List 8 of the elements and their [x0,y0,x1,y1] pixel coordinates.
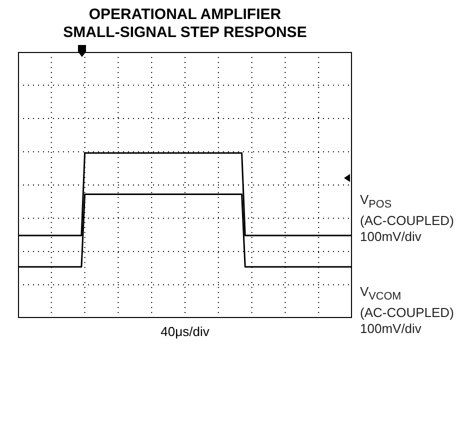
legend-label: V$_{POS}$ [360,192,393,213]
series-label: V$_{VCOM}$ [360,284,402,305]
text: (AC-COUPLED) [360,304,454,321]
chart-title: OPERATIONAL AMPLIFIER SMALL-SIGNAL STEP RESPONSE [62,6,308,42]
text: 100mV/div [360,228,422,245]
text: 100mV/div [360,320,422,337]
text: (AC-COUPLED) [360,212,454,229]
x-axis-title: 40μs/div [160,324,210,339]
